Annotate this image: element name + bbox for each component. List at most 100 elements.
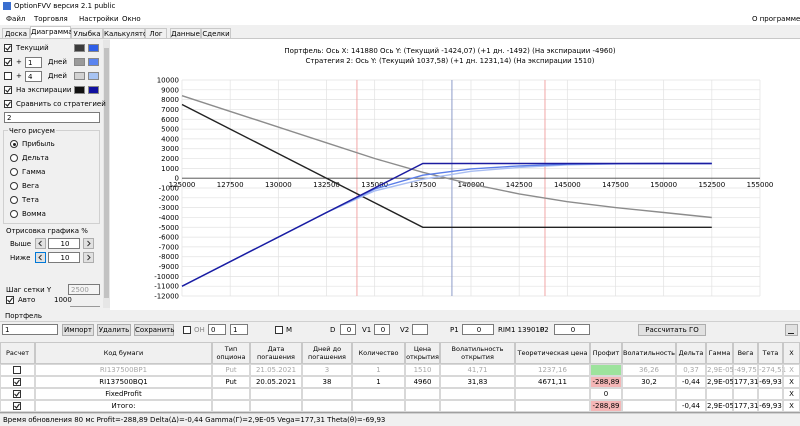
- radio[interactable]: [10, 168, 18, 176]
- button[interactable]: Сохранить: [134, 324, 175, 336]
- color-swatch[interactable]: [88, 86, 99, 94]
- input-box[interactable]: 0: [340, 324, 356, 335]
- range-input[interactable]: 10: [48, 252, 80, 263]
- checkbox[interactable]: [4, 72, 12, 80]
- spin-right[interactable]: [83, 252, 94, 263]
- color-swatch[interactable]: [88, 44, 99, 52]
- portfolio-select[interactable]: 1: [2, 324, 58, 335]
- column-header[interactable]: Дата погашения: [250, 342, 302, 364]
- column-header[interactable]: Дней до погашения: [302, 342, 352, 364]
- column-header[interactable]: Тета: [758, 342, 783, 364]
- grid-step-input[interactable]: 2500: [68, 284, 100, 295]
- cell: 1: [352, 376, 405, 388]
- input-box[interactable]: [412, 324, 428, 335]
- color-swatch[interactable]: [88, 72, 99, 80]
- arrow-icon: [38, 254, 42, 261]
- check-mark: [14, 379, 20, 385]
- checkbox[interactable]: [183, 326, 191, 334]
- spin-input[interactable]: 0: [208, 324, 226, 335]
- radio-label: Гамма: [22, 168, 46, 176]
- column-header[interactable]: Тип опциона: [212, 342, 250, 364]
- spin-left[interactable]: [35, 252, 46, 263]
- strategy-select[interactable]: 2: [4, 112, 100, 123]
- cell[interactable]: X: [783, 400, 800, 412]
- column-header[interactable]: Вега: [733, 342, 758, 364]
- button[interactable]: Импорт: [62, 324, 94, 336]
- x-tick-label: 125000: [169, 181, 196, 189]
- tab[interactable]: Диаграмма: [30, 26, 73, 39]
- cell: 177,31: [733, 376, 759, 388]
- radio[interactable]: [10, 140, 18, 148]
- cell[interactable]: X: [783, 388, 800, 400]
- button[interactable]: Удалить: [97, 324, 131, 336]
- radio-label: Дельта: [22, 154, 49, 162]
- column-header[interactable]: X: [783, 342, 800, 364]
- series-line: [181, 162, 712, 287]
- input-box[interactable]: 0: [554, 324, 590, 335]
- cell: [758, 388, 783, 400]
- column-header[interactable]: Волатильность: [622, 342, 676, 364]
- radio[interactable]: [10, 154, 18, 162]
- radio[interactable]: [10, 210, 18, 218]
- tab[interactable]: Сделки: [201, 28, 231, 39]
- column-header[interactable]: Расчет: [0, 342, 35, 364]
- column-header[interactable]: Теоретическая цена: [515, 342, 590, 364]
- tab[interactable]: Доска: [2, 28, 30, 39]
- spin-input[interactable]: 1: [230, 324, 248, 335]
- auto-label: Авто: [18, 296, 36, 304]
- column-header[interactable]: Волатильность открытия: [440, 342, 515, 364]
- column-header[interactable]: Дельта: [676, 342, 706, 364]
- days-input[interactable]: 1: [25, 57, 42, 68]
- check-mark: [5, 45, 11, 51]
- checkbox[interactable]: [4, 44, 12, 52]
- range-input[interactable]: 10: [48, 238, 80, 249]
- menu-item[interactable]: О программе: [752, 15, 800, 23]
- menu-item[interactable]: Окно: [122, 15, 141, 23]
- minimize-button[interactable]: [785, 324, 798, 336]
- checkbox[interactable]: [6, 296, 14, 304]
- checkbox[interactable]: [13, 390, 21, 398]
- tab[interactable]: Данные: [170, 28, 201, 39]
- color-swatch[interactable]: [74, 72, 85, 80]
- radio[interactable]: [10, 182, 18, 190]
- column-header[interactable]: Код бумаги: [35, 342, 212, 364]
- input-box[interactable]: 0: [374, 324, 390, 335]
- spin-right[interactable]: [83, 238, 94, 249]
- radio[interactable]: [10, 196, 18, 204]
- column-header[interactable]: Гамма: [706, 342, 733, 364]
- menu-item[interactable]: Настройки: [79, 15, 119, 23]
- arrow-icon: [87, 254, 91, 261]
- cell[interactable]: X: [783, 376, 800, 388]
- button[interactable]: Рассчитать ГО: [638, 324, 706, 336]
- color-swatch[interactable]: [74, 44, 85, 52]
- checkbox[interactable]: [4, 86, 12, 94]
- arrow-icon: [87, 240, 91, 247]
- spin-left[interactable]: [35, 238, 46, 249]
- tab[interactable]: Калькулятор: [103, 28, 152, 39]
- color-swatch[interactable]: [74, 86, 85, 94]
- column-header[interactable]: Количество: [352, 342, 405, 364]
- checkbox[interactable]: [13, 366, 21, 374]
- checkbox[interactable]: [13, 402, 21, 410]
- color-swatch[interactable]: [74, 58, 85, 66]
- menu-item[interactable]: Файл: [6, 15, 26, 23]
- checkbox[interactable]: [13, 378, 21, 386]
- checkbox[interactable]: [4, 100, 12, 108]
- checkbox[interactable]: [4, 58, 12, 66]
- series-line: [181, 162, 712, 287]
- checkbox[interactable]: [275, 326, 283, 334]
- scroll-thumb[interactable]: [104, 48, 109, 298]
- tab[interactable]: Улыбка: [71, 28, 103, 39]
- tab[interactable]: Лог: [145, 28, 167, 39]
- radio-label: Вега: [22, 182, 40, 190]
- days-input[interactable]: 4: [25, 71, 42, 82]
- check-path: [7, 297, 13, 303]
- column-header[interactable]: Профит: [590, 342, 622, 364]
- cell: [622, 388, 676, 400]
- cell[interactable]: X: [783, 364, 800, 376]
- color-swatch[interactable]: [88, 58, 99, 66]
- column-header[interactable]: Цена открытия: [405, 342, 440, 364]
- input-box[interactable]: 0: [462, 324, 494, 335]
- check-mark: [5, 87, 11, 93]
- menu-item[interactable]: Торговля: [34, 15, 68, 23]
